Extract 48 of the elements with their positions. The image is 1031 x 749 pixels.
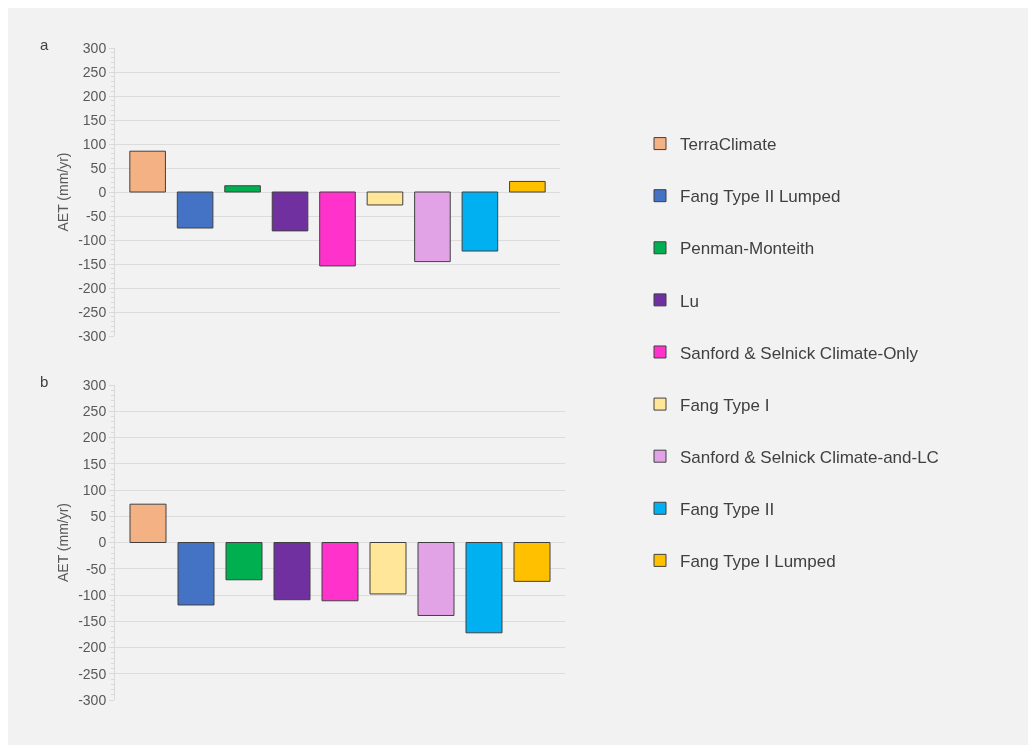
bar	[366, 191, 404, 206]
bar	[129, 150, 166, 193]
y-tick-label: 100	[82, 481, 107, 498]
y-tick-label: 250	[82, 403, 107, 420]
y-tick-label: 250	[82, 63, 107, 80]
legend-label: Fang Type I Lumped	[680, 552, 836, 572]
y-axis-title: AET (mm/yr)	[54, 502, 71, 583]
y-tick-label: -300	[78, 691, 107, 708]
legend-label: Sanford & Selnick Climate-and-LC	[680, 447, 939, 467]
legend-label: TerraClimate	[680, 135, 777, 155]
legend-label: Sanford & Selnick Climate-Only	[680, 343, 919, 363]
y-tick-label: -50	[85, 207, 107, 224]
y-tick-label: 300	[82, 39, 107, 56]
y-axis-title: AET (mm/yr)	[54, 152, 71, 232]
bar	[176, 191, 214, 229]
y-tick-label: 200	[82, 429, 107, 446]
y-tick-label: 150	[82, 455, 107, 472]
y-tick-label: 0	[98, 183, 107, 200]
bar	[271, 191, 309, 232]
legend-label: Penman-Monteith	[680, 239, 815, 259]
chart-title: a	[40, 36, 49, 54]
legend-label: Fang Type II Lumped	[680, 187, 841, 207]
y-tick-label: -300	[78, 327, 107, 344]
y-tick-label: -250	[78, 303, 107, 320]
y-tick-label: -150	[78, 613, 107, 630]
y-tick-label: 150	[82, 111, 107, 128]
bar	[414, 191, 451, 263]
y-tick-label: 200	[82, 87, 107, 104]
y-tick-label: 100	[82, 135, 107, 152]
legend-label: Fang Type II	[680, 499, 775, 519]
chart-title: b	[40, 373, 49, 391]
y-tick-label: 50	[90, 508, 107, 525]
y-tick-label: -200	[78, 279, 107, 296]
bar	[319, 191, 356, 267]
bar	[224, 185, 261, 193]
legend-label: Lu	[680, 291, 699, 311]
bar	[461, 191, 499, 252]
y-tick-label: -250	[78, 665, 107, 682]
y-tick-label: 50	[90, 159, 107, 176]
y-tick-label: -100	[78, 231, 107, 248]
y-tick-label: -50	[85, 560, 107, 577]
y-tick-label: -100	[78, 586, 107, 603]
legend-label: Fang Type I	[680, 395, 770, 415]
y-tick-label: -200	[78, 639, 107, 656]
bar	[509, 180, 546, 193]
y-tick-label: -150	[78, 255, 107, 272]
y-tick-label: 300	[82, 376, 107, 393]
y-tick-label: 0	[98, 534, 107, 551]
